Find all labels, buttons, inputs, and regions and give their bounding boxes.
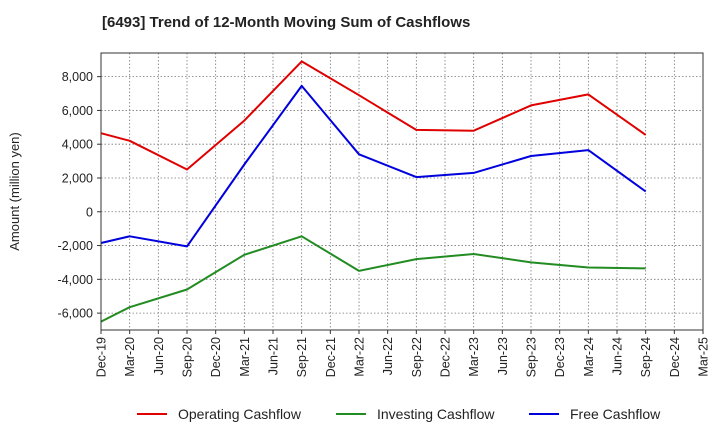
x-tick-label: Mar-25 bbox=[697, 337, 711, 377]
x-tick-label: Jun-23 bbox=[496, 337, 510, 375]
x-tick-label: Mar-23 bbox=[467, 337, 481, 377]
legend-label-investing-cashflow: Investing Cashflow bbox=[377, 406, 495, 422]
legend-label-operating-cashflow: Operating Cashflow bbox=[178, 406, 302, 422]
x-tick-label: Mar-21 bbox=[238, 337, 252, 377]
x-axis: Dec-19 Mar-20 Jun-20 Sep-20 Dec-20 Mar-21 Jun-… bbox=[95, 330, 711, 377]
x-tick-label: Sep-22 bbox=[410, 337, 424, 377]
y-axis: -6,000 -4,000 -2,000 0 2,000 4,000 6,000 8,000 bbox=[58, 70, 101, 321]
x-tick-label: Jun-21 bbox=[267, 337, 281, 375]
legend: Operating Cashflow Investing Cashflow Free… bbox=[137, 406, 661, 422]
x-tick-label: Dec-24 bbox=[668, 337, 682, 377]
y-axis-label: Amount (million yen) bbox=[7, 132, 22, 251]
x-tick-label: Mar-24 bbox=[582, 337, 596, 377]
x-tick-label: Dec-21 bbox=[324, 337, 338, 377]
grid-lines bbox=[100, 53, 704, 330]
x-tick-label: Jun-24 bbox=[611, 337, 625, 375]
x-tick-label: Sep-21 bbox=[295, 337, 309, 377]
y-tick-label: -2,000 bbox=[58, 239, 93, 253]
x-tick-label: Dec-19 bbox=[95, 337, 109, 377]
y-tick-label: -4,000 bbox=[58, 273, 93, 287]
x-tick-label: Dec-20 bbox=[209, 337, 223, 377]
x-tick-label: Jun-20 bbox=[152, 337, 166, 375]
x-tick-label: Sep-24 bbox=[639, 337, 653, 377]
x-tick-label: Jun-22 bbox=[381, 337, 395, 375]
y-tick-label: 8,000 bbox=[62, 70, 93, 84]
y-tick-label: 2,000 bbox=[62, 171, 93, 185]
legend-label-free-cashflow: Free Cashflow bbox=[570, 406, 661, 422]
x-tick-label: Sep-23 bbox=[525, 337, 539, 377]
y-tick-label: -6,000 bbox=[58, 307, 93, 321]
plot-frame bbox=[100, 52, 704, 331]
x-tick-label: Sep-20 bbox=[181, 337, 195, 377]
series-line-free-cashflow bbox=[100, 84, 647, 248]
x-tick-label: Mar-20 bbox=[123, 337, 137, 377]
series-line-investing-cashflow bbox=[100, 235, 646, 323]
chart-title: [6493] Trend of 12-Month Moving Sum of C… bbox=[102, 14, 471, 31]
x-tick-label: Dec-23 bbox=[553, 337, 567, 377]
x-tick-label: Dec-22 bbox=[439, 337, 453, 377]
y-tick-label: 6,000 bbox=[62, 104, 93, 118]
series-lines bbox=[100, 60, 647, 323]
x-tick-label: Mar-22 bbox=[353, 337, 367, 377]
y-tick-label: 0 bbox=[86, 205, 93, 219]
y-tick-label: 4,000 bbox=[62, 138, 93, 152]
series-line-operating-cashflow bbox=[100, 60, 647, 171]
